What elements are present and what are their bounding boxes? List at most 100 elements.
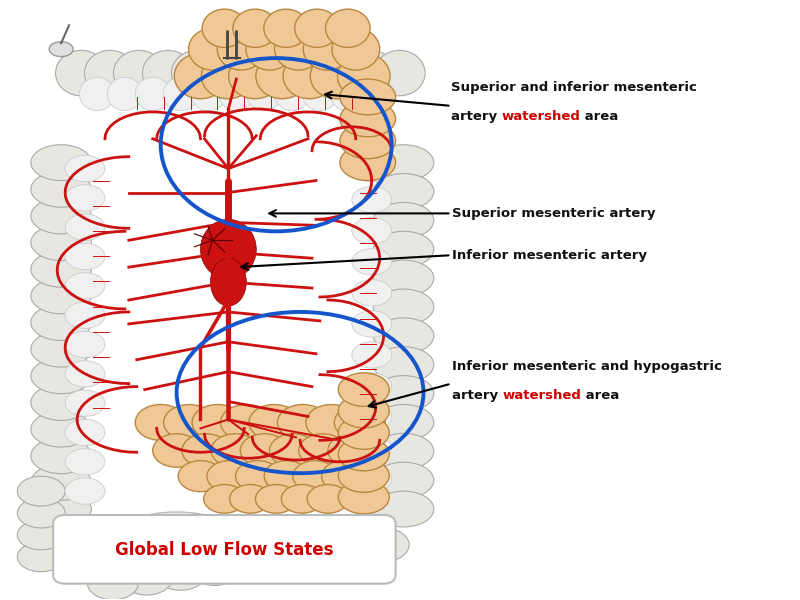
- Ellipse shape: [192, 404, 243, 440]
- Ellipse shape: [340, 79, 396, 115]
- Ellipse shape: [246, 77, 282, 110]
- Ellipse shape: [155, 557, 206, 590]
- Ellipse shape: [258, 50, 310, 96]
- Ellipse shape: [287, 50, 338, 96]
- Ellipse shape: [255, 485, 297, 513]
- Ellipse shape: [230, 50, 280, 96]
- Ellipse shape: [202, 9, 246, 47]
- Text: Inferior mesenteric artery: Inferior mesenteric artery: [452, 249, 647, 262]
- Ellipse shape: [374, 376, 434, 412]
- Ellipse shape: [246, 28, 294, 70]
- Ellipse shape: [200, 50, 251, 96]
- Ellipse shape: [31, 305, 91, 340]
- Ellipse shape: [374, 433, 434, 469]
- Ellipse shape: [358, 528, 409, 562]
- Ellipse shape: [191, 77, 226, 110]
- Ellipse shape: [135, 77, 170, 110]
- Ellipse shape: [374, 232, 434, 267]
- Ellipse shape: [264, 9, 309, 47]
- Ellipse shape: [189, 28, 236, 70]
- Ellipse shape: [211, 434, 259, 467]
- Ellipse shape: [31, 464, 91, 500]
- Ellipse shape: [18, 542, 65, 572]
- Ellipse shape: [340, 101, 396, 137]
- Ellipse shape: [358, 77, 394, 110]
- Ellipse shape: [164, 404, 214, 440]
- Ellipse shape: [229, 53, 282, 99]
- Ellipse shape: [221, 404, 271, 440]
- Ellipse shape: [257, 542, 308, 576]
- Ellipse shape: [207, 461, 251, 492]
- Ellipse shape: [352, 435, 392, 461]
- Ellipse shape: [202, 53, 254, 99]
- Ellipse shape: [340, 123, 396, 158]
- Ellipse shape: [352, 218, 392, 244]
- Ellipse shape: [374, 491, 434, 527]
- Ellipse shape: [222, 547, 274, 581]
- Ellipse shape: [31, 491, 91, 527]
- Text: area: area: [582, 389, 619, 402]
- Ellipse shape: [338, 373, 390, 406]
- Ellipse shape: [332, 28, 380, 70]
- FancyBboxPatch shape: [53, 515, 396, 584]
- Text: area: area: [581, 110, 618, 123]
- Ellipse shape: [142, 50, 194, 96]
- Ellipse shape: [178, 461, 222, 492]
- Ellipse shape: [65, 419, 105, 446]
- Ellipse shape: [352, 466, 392, 493]
- Ellipse shape: [31, 411, 91, 447]
- Ellipse shape: [85, 50, 135, 96]
- Text: Superior mesenteric artery: Superior mesenteric artery: [452, 207, 656, 220]
- Ellipse shape: [352, 187, 392, 213]
- Ellipse shape: [352, 373, 392, 399]
- Ellipse shape: [49, 42, 73, 56]
- Ellipse shape: [274, 77, 310, 110]
- Ellipse shape: [79, 77, 114, 110]
- Ellipse shape: [18, 498, 65, 528]
- Text: artery: artery: [452, 389, 503, 402]
- Ellipse shape: [219, 77, 254, 110]
- Ellipse shape: [107, 77, 142, 110]
- Ellipse shape: [352, 311, 392, 337]
- Ellipse shape: [326, 9, 370, 47]
- Ellipse shape: [174, 53, 226, 99]
- Ellipse shape: [374, 347, 434, 383]
- Ellipse shape: [240, 434, 288, 467]
- Ellipse shape: [31, 358, 91, 394]
- Ellipse shape: [338, 416, 390, 449]
- Ellipse shape: [338, 53, 390, 99]
- Ellipse shape: [249, 404, 300, 440]
- Ellipse shape: [105, 539, 248, 575]
- Ellipse shape: [235, 461, 280, 492]
- Ellipse shape: [374, 145, 434, 181]
- Ellipse shape: [55, 50, 106, 96]
- Ellipse shape: [282, 485, 322, 513]
- Ellipse shape: [256, 53, 309, 99]
- Ellipse shape: [230, 485, 271, 513]
- Ellipse shape: [330, 77, 366, 110]
- Ellipse shape: [189, 552, 240, 586]
- Ellipse shape: [352, 280, 392, 306]
- Ellipse shape: [293, 461, 338, 492]
- Ellipse shape: [322, 461, 366, 492]
- Ellipse shape: [65, 155, 105, 182]
- Ellipse shape: [338, 459, 390, 493]
- Ellipse shape: [65, 361, 105, 387]
- Ellipse shape: [374, 318, 434, 354]
- Ellipse shape: [374, 404, 434, 440]
- Ellipse shape: [31, 331, 91, 367]
- Ellipse shape: [278, 404, 328, 440]
- Ellipse shape: [374, 462, 434, 498]
- Ellipse shape: [290, 538, 342, 571]
- Ellipse shape: [294, 9, 339, 47]
- Ellipse shape: [218, 28, 265, 70]
- Ellipse shape: [31, 251, 91, 287]
- Ellipse shape: [298, 434, 346, 467]
- Ellipse shape: [65, 302, 105, 328]
- Text: watershed: watershed: [502, 110, 581, 123]
- Ellipse shape: [340, 145, 396, 181]
- Ellipse shape: [210, 258, 246, 306]
- Ellipse shape: [374, 260, 434, 296]
- Ellipse shape: [65, 214, 105, 241]
- Ellipse shape: [345, 50, 396, 96]
